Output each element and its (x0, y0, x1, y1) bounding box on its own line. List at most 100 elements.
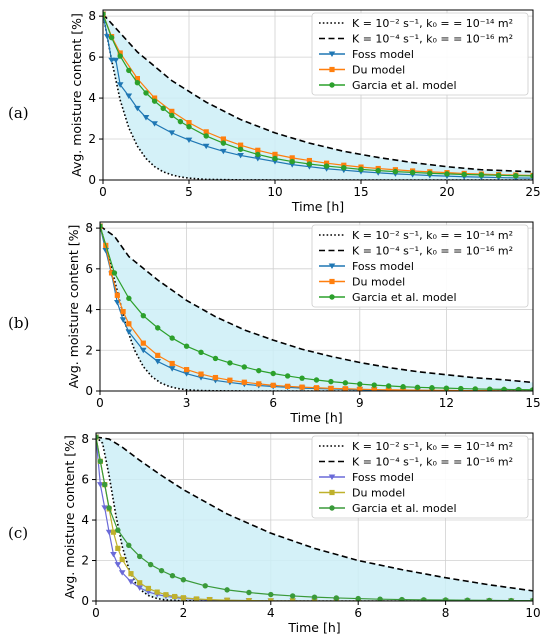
data-point-du (198, 371, 204, 377)
data-point-du (328, 385, 334, 391)
legend-box (311, 435, 529, 519)
x-tick-label: 6 (269, 396, 277, 410)
y-tick-label: 4 (88, 91, 96, 105)
legend-label-foss: Foss model (352, 260, 414, 273)
data-point-garcia (134, 80, 141, 86)
data-point-garcia (458, 385, 464, 391)
data-point-du (299, 384, 305, 390)
data-point-foss (140, 347, 147, 354)
y-tick-label: 8 (81, 432, 89, 446)
legend-label-garcia: Garcia et al. model (352, 79, 457, 92)
data-point-garcia (117, 53, 123, 59)
data-point-garcia (284, 373, 291, 379)
data-point-garcia (472, 386, 478, 391)
data-point-garcia (220, 140, 227, 146)
data-point-garcia (487, 386, 493, 391)
data-point-garcia (237, 146, 244, 152)
data-point-du (117, 50, 123, 56)
data-point-garcia (108, 34, 115, 41)
data-point-foss (134, 105, 141, 112)
data-point-garcia (224, 587, 230, 593)
data-point-garcia (158, 567, 165, 574)
data-point-du (212, 374, 219, 381)
panel-label: (a) (8, 104, 29, 122)
y-axis-label: Avg. moisture content [%] (66, 225, 81, 389)
data-point-foss (116, 82, 124, 88)
data-point-du (313, 385, 320, 391)
series-line-slow (103, 13, 533, 173)
series-line-fast (103, 13, 533, 180)
series-slow (100, 225, 533, 384)
legend-marker-garcia (329, 82, 335, 88)
data-point-du (285, 383, 291, 389)
data-point-foss (185, 137, 193, 144)
data-point-du (108, 270, 115, 276)
y-tick-label: 2 (88, 132, 96, 146)
legend-label-fast: K = 10⁻² s⁻¹, k₀ = = 10⁻¹⁴ m² (352, 440, 513, 453)
data-point-garcia (429, 385, 435, 391)
data-point-du (220, 136, 226, 142)
legend-marker-foss (328, 51, 336, 57)
data-point-garcia (183, 343, 190, 349)
legend-label-garcia: Garcia et al. model (352, 291, 457, 304)
series-garcia (100, 223, 533, 391)
data-point-garcia (501, 386, 507, 391)
data-point-garcia (421, 597, 427, 601)
data-point-foss (136, 585, 143, 591)
data-point-garcia (306, 161, 313, 167)
data-point-foss (104, 34, 111, 40)
y-tick-label: 0 (81, 594, 89, 608)
data-point-garcia (443, 385, 450, 391)
plot-frame (102, 9, 534, 181)
chart-panel-2: (b) 0 3 6 9 12 15 0 2 4 6 8 Time [h] Avg. moisture co… (8, 221, 541, 425)
x-tick-label: 15 (353, 185, 368, 199)
series-line-slow (96, 436, 533, 592)
data-point-garcia (111, 270, 118, 276)
y-tick-label: 2 (81, 554, 89, 568)
data-point-du (180, 595, 186, 601)
data-point-garcia (311, 594, 318, 600)
legend-label-foss: Foss model (352, 471, 414, 484)
chart-panel-3: (c) 0 2 4 6 8 10 0 2 4 6 8 Time [h] Avg. moisture con… (8, 432, 541, 635)
data-point-garcia (256, 367, 262, 374)
data-point-du (110, 529, 117, 535)
data-point-garcia (102, 481, 108, 488)
data-point-du (119, 556, 125, 563)
data-point-garcia (427, 170, 433, 176)
data-point-foss (183, 371, 190, 377)
data-point-garcia (272, 155, 278, 162)
data-point-garcia (515, 386, 522, 391)
data-point-du (126, 321, 132, 327)
data-point-garcia (400, 384, 406, 390)
data-point-foss (110, 551, 117, 558)
data-point-garcia (495, 172, 502, 178)
plot-frame (99, 221, 534, 392)
data-point-garcia (530, 387, 533, 391)
data-point-du (357, 386, 363, 391)
x-tick-label: 9 (356, 396, 364, 410)
x-tick-label: 8 (442, 606, 450, 620)
y-tick-label: 6 (85, 262, 93, 276)
data-point-garcia (160, 105, 166, 112)
data-point-du (120, 308, 126, 315)
y-tick-label: 0 (85, 384, 93, 398)
x-tick-label: 2 (180, 606, 188, 620)
data-point-garcia (444, 171, 450, 177)
legend-marker-foss (328, 474, 336, 480)
data-point-garcia (375, 167, 381, 174)
data-point-du (289, 155, 295, 161)
data-point-garcia (464, 597, 471, 601)
data-point-du (155, 352, 161, 358)
data-point-du (268, 598, 274, 601)
data-point-foss (168, 366, 176, 372)
data-point-garcia (241, 364, 248, 370)
data-point-garcia (186, 124, 192, 130)
data-point-du (152, 95, 158, 101)
data-point-garcia (358, 166, 364, 173)
data-point-garcia (143, 90, 149, 96)
legend-label-du: Du model (352, 64, 405, 77)
data-point-du (172, 593, 178, 600)
data-point-garcia (355, 595, 361, 601)
data-point-du (238, 142, 244, 148)
data-point-garcia (486, 597, 492, 601)
